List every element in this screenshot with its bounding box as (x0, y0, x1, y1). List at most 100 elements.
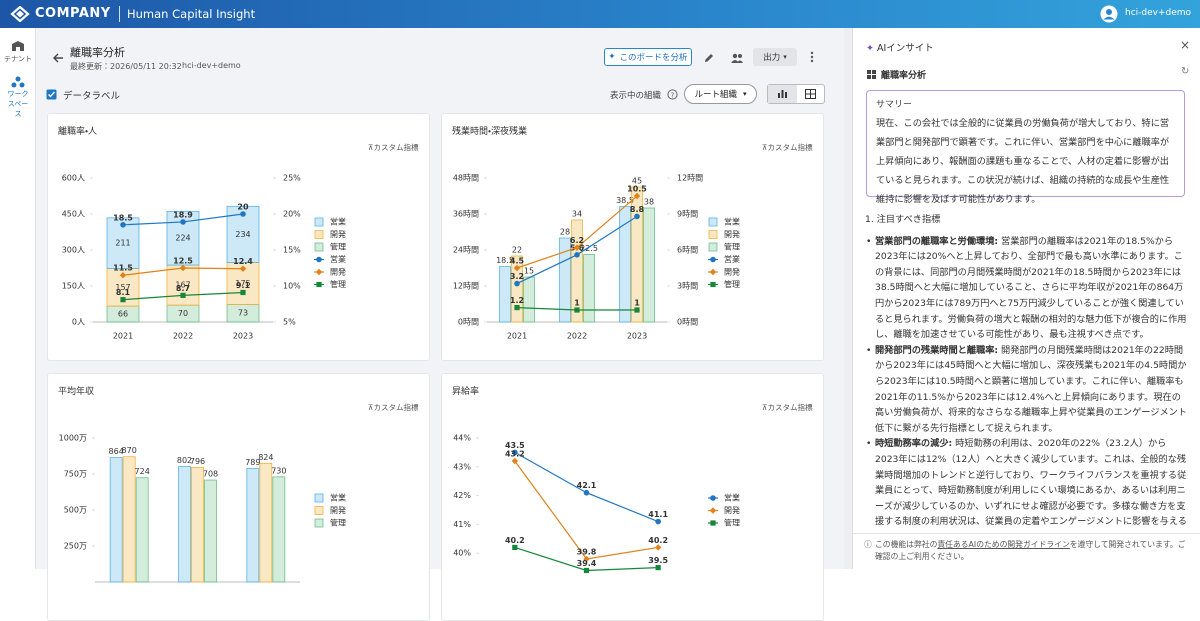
bar (499, 266, 511, 323)
tenant-icon[interactable] (11, 40, 25, 52)
footer-text: を遵守して開発されています。ご確認の上ご利用ください。 (875, 540, 1186, 561)
logo-icon (10, 6, 30, 22)
y-tick-label: 0時間 (458, 318, 479, 327)
insight-item: 開発部門の残業時間と離職率: 開発部門の月間残業時間は2021年の22時間から2… (865, 343, 1187, 437)
legend-label: 管理 (330, 242, 346, 252)
splitter[interactable] (844, 28, 852, 569)
data-label: 18.9 (173, 210, 193, 219)
y-tick-label: 24時間 (453, 246, 479, 255)
line-marker (574, 252, 580, 258)
x-tick-label: 2023 (627, 332, 647, 341)
data-label: 38.5 (616, 196, 634, 205)
line-marker (634, 213, 640, 220)
y-tick-label: 48時間 (453, 174, 479, 183)
panel-title-text: AIインサイト (876, 43, 934, 54)
line-marker (180, 219, 186, 225)
footer-text: この機能は弊社の (875, 540, 938, 549)
data-label: 789 (245, 458, 260, 467)
bar (246, 467, 260, 583)
data-label: 39.5 (648, 556, 668, 565)
y-tick-label: 600人 (62, 174, 85, 183)
chart-view-button[interactable] (768, 85, 797, 103)
bar (523, 276, 535, 323)
legend-label: 開発 (724, 268, 740, 277)
data-label: 6.2 (570, 236, 584, 245)
data-label: 8.8 (630, 205, 645, 214)
edit-icon[interactable] (703, 52, 715, 64)
data-label: 9.1 (236, 281, 251, 290)
bar (191, 466, 204, 583)
tag-label: カスタム指標 (373, 143, 419, 152)
data-label: 15 (524, 267, 534, 276)
legend-label: 管理 (330, 279, 346, 289)
help-icon[interactable]: ? (667, 89, 678, 100)
y-tick-label: 41% (453, 520, 471, 529)
checkbox-label[interactable]: データラベル (63, 91, 121, 102)
legend-marker (315, 268, 323, 276)
table-view-button[interactable] (805, 89, 816, 99)
legend-label: 開発 (330, 506, 346, 515)
members-icon[interactable] (730, 52, 744, 64)
bar (571, 219, 583, 323)
y-tick-label: 15% (283, 246, 301, 255)
line-marker (583, 489, 590, 496)
legend-marker (710, 495, 716, 501)
bar-segment (166, 264, 200, 306)
data-label: 11.5 (113, 264, 133, 273)
chart-card: 平均年収 ⊼カスタム指標 250万 500万 750万 1000万 864 870 724 8… (47, 373, 430, 621)
legend-swatch (708, 217, 718, 227)
button-label: このボードを分析 (619, 53, 688, 63)
y-tick-label: 36時間 (453, 210, 479, 219)
item-text: 時短勤務の利用は、2020年の22%（23.2人）から2023年には12%（12… (875, 438, 1187, 532)
avatar[interactable] (1100, 5, 1118, 23)
legend-label: 営業 (330, 217, 346, 227)
legend-swatch (314, 242, 324, 252)
product-name: Human Capital Insight (127, 7, 256, 21)
data-label: 1 (634, 299, 640, 308)
x-tick-label: 2022 (567, 332, 587, 341)
data-label: 708 (203, 470, 218, 479)
analyze-button[interactable]: ✦ このボードを分析 (604, 48, 692, 66)
refresh-button[interactable]: ↻ (1181, 66, 1190, 77)
bar (631, 186, 643, 323)
custom-metric-tag: ⊼カスタム指標 (368, 143, 419, 152)
y-tick-label: 40% (453, 549, 471, 558)
line-marker (240, 289, 246, 296)
line-marker (512, 449, 518, 456)
back-button[interactable] (52, 52, 64, 64)
y-tick-label: 150人 (62, 282, 85, 291)
chart-card: 昇給率 ⊼カスタム指標 40% 41% 42% 43% 44% 43.5 42.1 41.1 4… (441, 373, 824, 621)
workspace-icon[interactable] (11, 76, 25, 88)
x-tick-label: 2021 (507, 332, 527, 341)
y-tick-label: 5% (283, 318, 296, 327)
more-menu[interactable] (809, 50, 815, 64)
nav-item[interactable]: テナント (4, 55, 32, 63)
y-tick-label: 20% (283, 210, 301, 219)
data-label: 796 (190, 457, 205, 466)
legend-swatch (314, 230, 324, 239)
nav-item[interactable]: ワークスペース (7, 90, 29, 118)
data-label: 1 (574, 299, 580, 308)
chart: 40% 41% 42% 43% 44% 43.5 42.1 41.1 43.2 39.8 40.2 4… (453, 434, 740, 574)
line-marker (119, 272, 127, 279)
divider (119, 6, 120, 22)
close-button[interactable]: × (1180, 38, 1191, 52)
top-bar: COMPANY Human Capital Insight hci-dev+de… (0, 0, 1200, 28)
ai-panel: ✦ AIインサイト × 離職率分析 ↻ サマリー 現在、この会社では全般的に従業… (852, 28, 1200, 569)
bar (122, 456, 136, 583)
chart-title: 残業時間・深夜残業 (452, 127, 528, 137)
y-tick-label: 250万 (64, 542, 87, 551)
export-button[interactable]: 出力 ▾ (753, 48, 797, 66)
legend-label: 営業 (724, 254, 740, 264)
y-tick-label: 44% (453, 434, 471, 443)
data-label-checkbox[interactable] (46, 89, 57, 100)
chart-card: 残業時間・深夜残業 ⊼カスタム指標 0時間 12時間 24時間 36時間 48時間 0時間… (441, 113, 824, 361)
y-tick-label: 6時間 (677, 246, 698, 255)
chart-title: 平均年収 (58, 387, 95, 397)
user-name[interactable]: hci-dev+demo (1125, 8, 1192, 18)
guideline-link[interactable]: 責任あるAIのための開発ガイドライン (937, 540, 1070, 549)
y-tick-label: 1000万 (59, 434, 87, 443)
org-select[interactable]: ルート組織 ▾ (684, 84, 757, 104)
brand[interactable]: COMPANY (35, 6, 111, 21)
dashboard: 離職率分析 最終更新：2026/05/11 20:32 hci-dev+demo… (36, 28, 844, 621)
